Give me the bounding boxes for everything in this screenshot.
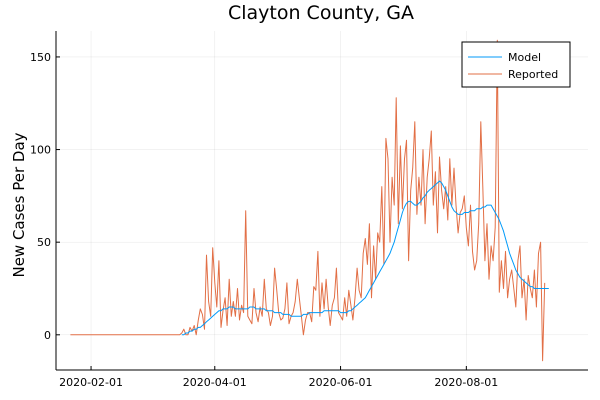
legend-label-model: Model — [508, 51, 541, 64]
y-axis-title: New Cases Per Day — [10, 132, 28, 277]
x-tick-label: 2020-06-01 — [309, 376, 373, 389]
y-tick-label: 0 — [44, 329, 51, 342]
legend-box — [461, 41, 571, 88]
chart-title: Clayton County, GA — [228, 2, 414, 24]
y-tick-label: 150 — [30, 51, 51, 64]
series-line-model — [181, 180, 549, 336]
plot-area — [70, 39, 549, 362]
x-tick-label: 2020-04-01 — [183, 376, 247, 389]
y-tick-label: 100 — [30, 144, 51, 157]
axes: 2020-02-01 2020-04-01 2020-06-01 2020-08-01… — [30, 31, 588, 389]
legend-label-reported: Reported — [508, 68, 558, 81]
y-tick-label: 50 — [37, 236, 51, 249]
x-tick-label: 2020-08-01 — [434, 376, 498, 389]
legend: Model Reported — [461, 41, 571, 88]
series-line-reported — [70, 39, 546, 362]
x-tick-label: 2020-02-01 — [59, 376, 123, 389]
